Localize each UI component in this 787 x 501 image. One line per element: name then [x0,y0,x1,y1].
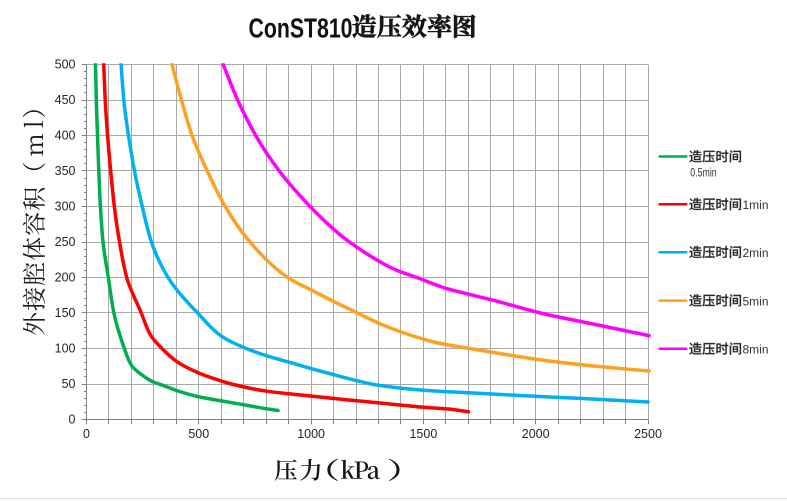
svg-text:2000: 2000 [522,427,550,441]
svg-text:ConST810: ConST810 [249,12,353,43]
svg-text:0.5min: 0.5min [690,167,716,179]
svg-text:0: 0 [83,427,90,441]
svg-text:8min: 8min [743,345,769,357]
svg-text:0: 0 [69,413,76,427]
svg-text:400: 400 [55,129,76,143]
svg-text:300: 300 [55,200,76,214]
svg-text:350: 350 [55,164,76,178]
svg-text:250: 250 [55,235,76,249]
svg-text:500: 500 [55,58,76,72]
svg-text:100: 100 [55,342,76,356]
svg-text:150: 150 [55,306,76,320]
svg-text:450: 450 [55,93,76,107]
svg-text:2500: 2500 [634,427,662,441]
svg-text:1000: 1000 [297,427,325,441]
svg-text:5min: 5min [743,296,769,308]
svg-text:2min: 2min [743,248,769,260]
svg-text:50: 50 [62,377,76,391]
svg-text:1min: 1min [743,200,769,212]
svg-text:500: 500 [188,427,209,441]
svg-text:200: 200 [55,271,76,285]
svg-text:1500: 1500 [409,427,437,441]
